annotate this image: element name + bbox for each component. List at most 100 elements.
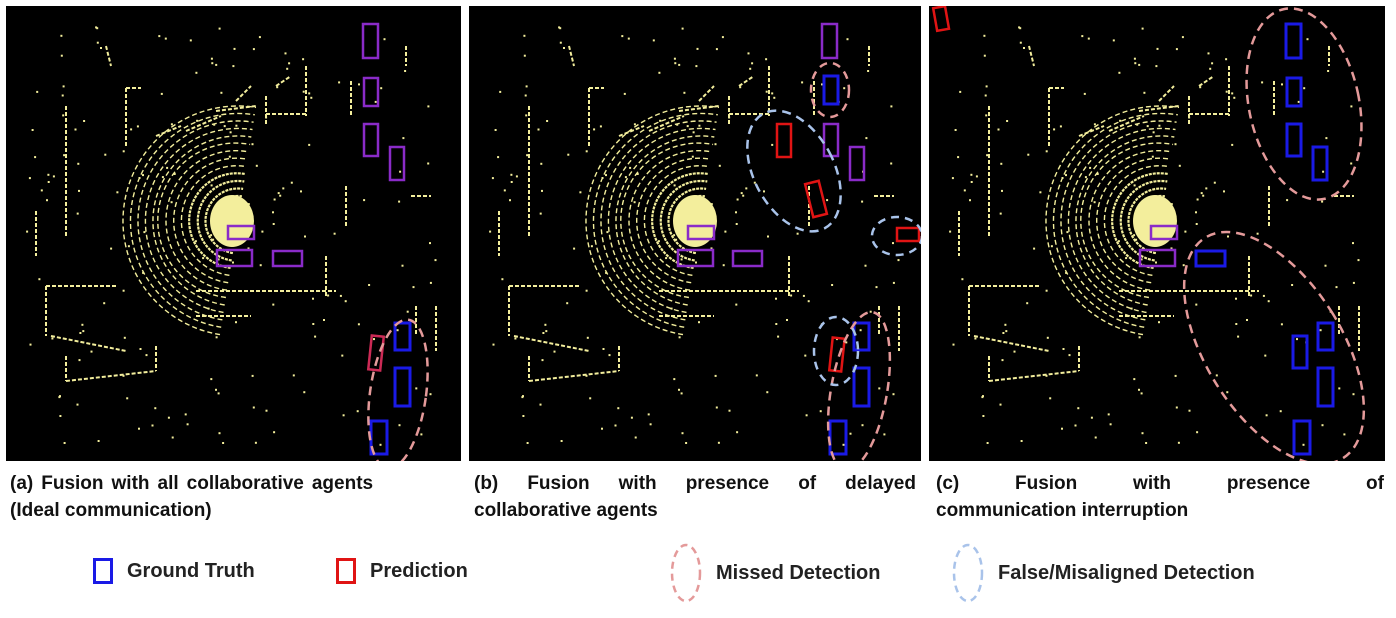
lidar-point bbox=[695, 65, 698, 68]
lidar-point bbox=[218, 432, 221, 435]
lidar-point bbox=[247, 247, 250, 250]
lidar-ring bbox=[1127, 187, 1167, 255]
lidar-point bbox=[747, 52, 750, 55]
lidar-point bbox=[751, 62, 754, 65]
lidar-point bbox=[1352, 393, 1355, 396]
lidar-point bbox=[1077, 407, 1080, 410]
lidar-point bbox=[735, 211, 737, 214]
lidar-point bbox=[308, 92, 311, 95]
lidar-point bbox=[1094, 436, 1097, 439]
panel-c-lidar-view bbox=[929, 6, 1385, 461]
lidar-point bbox=[949, 230, 952, 233]
lidar-point bbox=[1205, 187, 1208, 190]
lidar-point bbox=[975, 175, 978, 178]
lidar-point bbox=[78, 189, 80, 192]
lidar-point bbox=[1262, 294, 1265, 297]
lidar-point bbox=[251, 143, 254, 146]
missed-detection-ellipse bbox=[1245, 7, 1363, 201]
lidar-point bbox=[541, 359, 544, 362]
lidar-point bbox=[983, 54, 986, 57]
lidar-point bbox=[633, 201, 636, 204]
lidar-point bbox=[96, 41, 99, 44]
lidar-point bbox=[605, 174, 607, 177]
lidar-point bbox=[1138, 63, 1141, 66]
overlap-box bbox=[362, 122, 380, 158]
lidar-point bbox=[680, 258, 683, 261]
caption-a: (a) Fusion with all collaborative agents… bbox=[10, 470, 460, 524]
lidar-ring bbox=[180, 165, 247, 276]
lidar-point bbox=[402, 137, 405, 140]
lidar-point bbox=[1074, 424, 1077, 427]
lidar-point bbox=[715, 48, 718, 51]
lidar-point bbox=[142, 271, 145, 274]
lidar-point bbox=[62, 114, 65, 117]
lidar-point bbox=[77, 162, 80, 165]
lidar-point bbox=[1195, 211, 1197, 214]
lidar-point bbox=[97, 440, 100, 442]
lidar-point bbox=[1303, 87, 1306, 90]
overlap-box bbox=[676, 248, 715, 268]
lidar-point bbox=[1265, 414, 1268, 417]
lidar-point bbox=[1195, 223, 1198, 225]
lidar-point bbox=[1138, 336, 1141, 339]
lidar-point bbox=[1087, 37, 1090, 40]
lidar-point bbox=[1001, 359, 1004, 362]
lidar-point bbox=[356, 410, 359, 413]
lidar-point bbox=[1006, 120, 1009, 122]
lidar-point bbox=[358, 83, 360, 86]
lidar-point bbox=[412, 286, 415, 289]
false-detection-ellipse bbox=[746, 109, 842, 233]
caption-word: presence bbox=[1226, 473, 1311, 494]
lidar-point bbox=[985, 85, 988, 88]
lidar-point bbox=[76, 212, 79, 215]
lidar-point bbox=[1235, 323, 1238, 325]
lidar-point bbox=[636, 173, 639, 175]
lidar-point bbox=[215, 210, 218, 213]
lidar-structure bbox=[65, 370, 157, 382]
lidar-point bbox=[173, 173, 176, 175]
lidar-point bbox=[1215, 374, 1218, 377]
lidar-ring bbox=[1060, 120, 1177, 321]
prediction-box bbox=[931, 6, 951, 33]
lidar-point bbox=[698, 321, 700, 324]
lidar-point bbox=[116, 191, 119, 194]
lidar-point bbox=[398, 200, 401, 203]
lidar-point bbox=[742, 194, 745, 197]
lidar-point bbox=[79, 332, 82, 334]
lidar-point bbox=[1045, 150, 1048, 153]
lidar-point bbox=[1053, 128, 1056, 131]
lidar-point bbox=[509, 199, 511, 202]
lidar-point bbox=[714, 143, 717, 146]
lidar-point bbox=[523, 34, 526, 37]
lidar-point bbox=[544, 323, 547, 326]
lidar-point bbox=[1181, 36, 1184, 39]
lidar-point bbox=[63, 154, 66, 157]
legend-prediction: Prediction bbox=[336, 558, 468, 584]
lidar-point bbox=[777, 335, 780, 338]
lidar-point bbox=[970, 173, 973, 176]
missed-detection-ellipse bbox=[826, 310, 892, 461]
lidar-point bbox=[982, 415, 985, 417]
lidar-point bbox=[1119, 119, 1122, 122]
lidar-point bbox=[1352, 281, 1355, 284]
lidar-point bbox=[63, 442, 66, 444]
lidar-ring bbox=[628, 149, 713, 291]
lidar-point bbox=[398, 424, 401, 427]
lidar-point bbox=[696, 47, 699, 50]
lidar-ring bbox=[188, 172, 246, 269]
lidar-point bbox=[563, 47, 565, 49]
lidar-point bbox=[81, 323, 84, 326]
lidar-point bbox=[338, 81, 341, 84]
lidar-point bbox=[213, 123, 216, 126]
lidar-point bbox=[1136, 123, 1139, 126]
lidar-ring bbox=[643, 165, 710, 276]
lidar-ring bbox=[1119, 179, 1168, 262]
lidar-point bbox=[380, 87, 383, 90]
lidar-point bbox=[1226, 391, 1229, 394]
lidar-structure bbox=[738, 75, 755, 87]
lidar-point bbox=[523, 54, 526, 57]
lidar-point bbox=[1156, 47, 1159, 50]
lidar-ring bbox=[651, 172, 709, 269]
lidar-ring bbox=[667, 187, 707, 255]
lidar-point bbox=[1237, 335, 1240, 338]
